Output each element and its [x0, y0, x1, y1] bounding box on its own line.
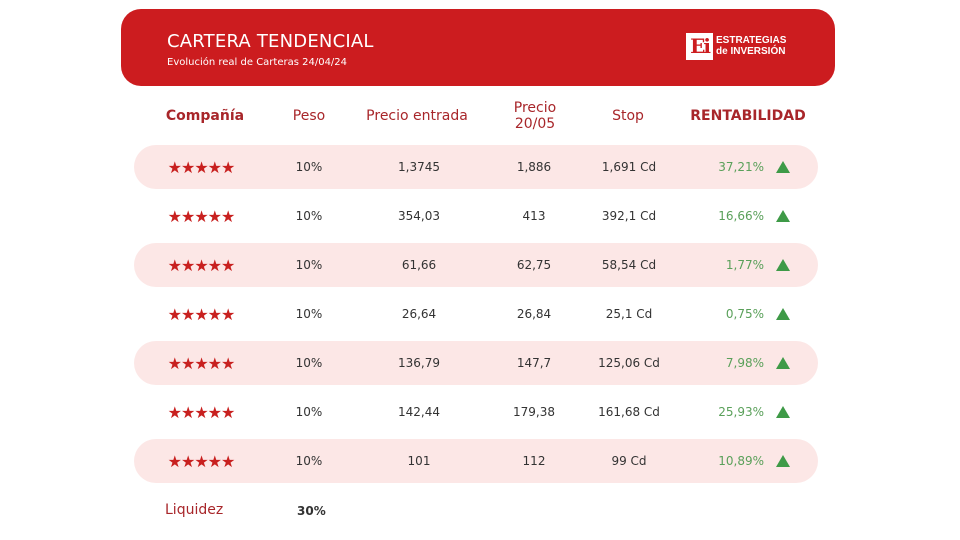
precio-line-1: Precio	[513, 100, 557, 116]
peso-cell: 10%	[295, 209, 323, 223]
up-arrow-icon	[776, 243, 790, 287]
up-arrow-icon	[776, 194, 790, 238]
stop-cell: 58,54 Cd	[601, 258, 657, 272]
column-header-precio-fecha: Precio 20/05	[490, 98, 580, 134]
stop-cell: 392,1 Cd	[601, 209, 657, 223]
rentabilidad-cell: 0,75%	[725, 307, 764, 321]
table-row: ★★★★★ 10% 1,3745 1,886 1,691 Cd 37,21%	[134, 145, 818, 189]
stop-cell: 1,691 Cd	[601, 160, 657, 174]
rentabilidad-cell: 37,21%	[718, 160, 764, 174]
rating-stars-icon: ★★★★★	[167, 451, 236, 471]
peso-cell: 10%	[295, 454, 323, 468]
peso-cell: 10%	[295, 405, 323, 419]
header-banner: CARTERA TENDENCIAL Evolución real de Car…	[121, 9, 835, 86]
rating-stars-icon: ★★★★★	[167, 402, 236, 422]
stop-cell: 25,1 Cd	[605, 307, 653, 321]
precio-cell: 1,886	[516, 160, 552, 174]
rentabilidad-cell: 16,66%	[718, 209, 764, 223]
stop-cell: 125,06 Cd	[598, 356, 660, 370]
logo-text: ESTRATEGIAS de INVERSIÓN	[716, 35, 786, 57]
rating-stars-icon: ★★★★★	[167, 304, 236, 324]
table-row: ★★★★★ 10% 142,44 179,38 161,68 Cd 25,93%	[134, 390, 818, 434]
entrada-cell: 1,3745	[398, 160, 440, 174]
page-subtitle: Evolución real de Carteras 24/04/24	[167, 57, 348, 68]
liquidity-value: 30%	[297, 504, 326, 518]
precio-cell: 62,75	[516, 258, 552, 272]
column-header-precio-entrada: Precio entrada	[366, 108, 468, 124]
page-title: CARTERA TENDENCIAL	[167, 31, 374, 52]
entrada-cell: 61,66	[401, 258, 437, 272]
liquidity-label: Liquidez	[165, 502, 224, 518]
column-header-rentabilidad: RENTABILIDAD	[690, 108, 806, 124]
rentabilidad-cell: 25,93%	[718, 405, 764, 419]
peso-cell: 10%	[295, 258, 323, 272]
peso-cell: 10%	[295, 160, 323, 174]
table-row: ★★★★★ 10% 354,03 413 392,1 Cd 16,66%	[134, 194, 818, 238]
brand-logo: Ei ESTRATEGIAS de INVERSIÓN	[686, 32, 786, 60]
entrada-cell: 354,03	[398, 209, 440, 223]
peso-cell: 10%	[295, 356, 323, 370]
logo-mark-icon: Ei	[686, 32, 713, 60]
up-arrow-icon	[776, 390, 790, 434]
entrada-cell: 26,64	[401, 307, 437, 321]
table-row: ★★★★★ 10% 101 112 99 Cd 10,89%	[134, 439, 818, 483]
entrada-cell: 142,44	[398, 405, 440, 419]
rating-stars-icon: ★★★★★	[167, 255, 236, 275]
precio-cell: 179,38	[513, 405, 555, 419]
stop-cell: 161,68 Cd	[598, 405, 660, 419]
rating-stars-icon: ★★★★★	[167, 206, 236, 226]
precio-cell: 112	[522, 454, 546, 468]
rating-stars-icon: ★★★★★	[167, 157, 236, 177]
up-arrow-icon	[776, 341, 790, 385]
entrada-cell: 101	[407, 454, 431, 468]
entrada-cell: 136,79	[398, 356, 440, 370]
column-header-stop: Stop	[612, 108, 644, 124]
up-arrow-icon	[776, 145, 790, 189]
up-arrow-icon	[776, 292, 790, 336]
rentabilidad-cell: 1,77%	[725, 258, 764, 272]
peso-cell: 10%	[295, 307, 323, 321]
rating-stars-icon: ★★★★★	[167, 353, 236, 373]
precio-cell: 413	[522, 209, 546, 223]
rentabilidad-cell: 7,98%	[725, 356, 764, 370]
logo-line-1: ESTRATEGIAS	[716, 35, 787, 46]
precio-cell: 147,7	[516, 356, 552, 370]
table-row: ★★★★★ 10% 61,66 62,75 58,54 Cd 1,77%	[134, 243, 818, 287]
table-row: ★★★★★ 10% 136,79 147,7 125,06 Cd 7,98%	[134, 341, 818, 385]
rentabilidad-cell: 10,89%	[718, 454, 764, 468]
stop-cell: 99 Cd	[611, 454, 647, 468]
column-header-company: Compañía	[165, 108, 245, 124]
logo-line-2: de INVERSIÓN	[716, 46, 786, 57]
precio-cell: 26,84	[516, 307, 552, 321]
column-header-peso: Peso	[292, 108, 326, 124]
table-row: ★★★★★ 10% 26,64 26,84 25,1 Cd 0,75%	[134, 292, 818, 336]
up-arrow-icon	[776, 439, 790, 483]
precio-line-2: 20/05	[514, 116, 556, 132]
